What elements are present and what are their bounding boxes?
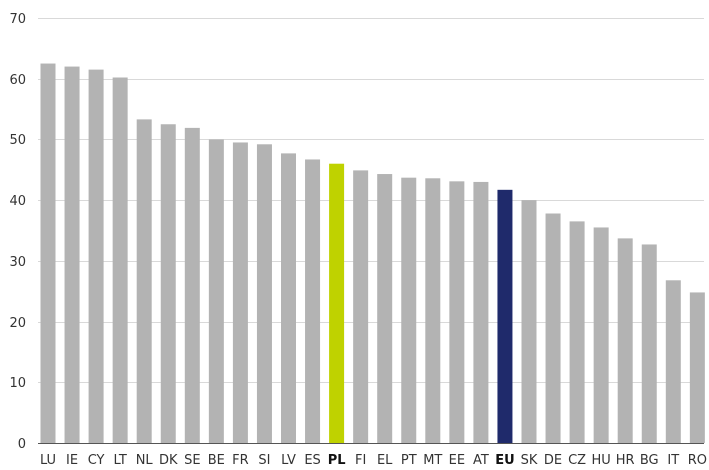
y-tick-label: 40	[9, 194, 26, 209]
bar-cz	[569, 221, 585, 443]
x-tick-label-lt: LT	[113, 453, 126, 468]
y-tick-label: 30	[9, 255, 26, 270]
bar-fi	[353, 170, 369, 443]
bar-pl	[329, 163, 345, 443]
x-tick-label-ie: IE	[66, 453, 78, 468]
x-tick-label-pt: PT	[401, 453, 417, 468]
x-tick-label-se: SE	[184, 453, 200, 468]
y-tick-label: 0	[18, 437, 26, 452]
x-tick-label-ro: RO	[688, 453, 707, 468]
bar-it	[665, 280, 681, 443]
bar-dk	[160, 124, 176, 443]
x-tick-label-pl: PL	[328, 453, 346, 468]
x-tick-label-nl: NL	[136, 453, 154, 468]
y-tick-label: 50	[9, 133, 26, 148]
x-tick-label-at: AT	[473, 453, 489, 468]
bar-se	[184, 127, 200, 443]
bar-ee	[449, 181, 465, 443]
x-tick-label-cy: CY	[88, 453, 105, 468]
x-tick-label-ee: EE	[449, 453, 465, 468]
bar-bg	[641, 244, 657, 443]
x-tick-label-sk: SK	[521, 453, 538, 468]
bar-cy	[88, 69, 104, 444]
y-tick-label: 10	[9, 376, 26, 391]
bar-pt	[401, 177, 417, 443]
bar-el	[377, 174, 393, 444]
bar-lv	[281, 153, 296, 443]
x-tick-label-mt: MT	[423, 453, 442, 468]
x-tick-label-si: SI	[258, 453, 270, 468]
x-tick-label-lv: LV	[281, 453, 296, 468]
bar-sk	[521, 200, 537, 443]
bar-hu	[593, 227, 609, 443]
x-tick-label-fi: FI	[355, 453, 366, 468]
bar-lt	[112, 77, 128, 443]
x-tick-label-hr: HR	[616, 453, 635, 468]
bar-at	[473, 181, 489, 443]
bar-be	[208, 139, 224, 443]
x-tick-label-es: ES	[304, 453, 320, 468]
y-tick-label: 20	[9, 316, 26, 331]
bar-de	[545, 213, 561, 443]
y-tick-label: 70	[9, 12, 26, 27]
x-tick-label-el: EL	[377, 453, 393, 468]
bar-ro	[689, 292, 705, 443]
bar-es	[305, 159, 321, 443]
x-tick-label-dk: DK	[159, 453, 178, 468]
x-tick-label-eu: EU	[495, 453, 514, 468]
x-axis-labels: LU IE CY LT NL DK SE BE FR SI LV ES PL FI EL PT MT EE AT EU…	[40, 453, 707, 468]
y-axis-ticks: 0 10 20 30 40 50 60 70	[9, 12, 26, 452]
x-tick-label-lu: LU	[40, 453, 56, 468]
y-tick-label: 60	[9, 73, 26, 88]
bars	[40, 63, 705, 444]
bar-mt	[425, 178, 441, 444]
bar-fr	[232, 142, 248, 443]
x-tick-label-cz: CZ	[568, 453, 586, 468]
bar-si	[256, 144, 272, 444]
x-tick-label-bg: BG	[640, 453, 659, 468]
x-tick-label-de: DE	[544, 453, 562, 468]
bar-ie	[64, 66, 80, 443]
bar-nl	[136, 119, 152, 443]
x-tick-label-it: IT	[667, 453, 679, 468]
bar-lu	[40, 63, 56, 443]
x-tick-label-fr: FR	[232, 453, 249, 468]
x-tick-label-hu: HU	[592, 453, 611, 468]
bar-hr	[617, 238, 633, 443]
x-tick-label-be: BE	[208, 453, 225, 468]
bar-eu	[497, 189, 513, 443]
